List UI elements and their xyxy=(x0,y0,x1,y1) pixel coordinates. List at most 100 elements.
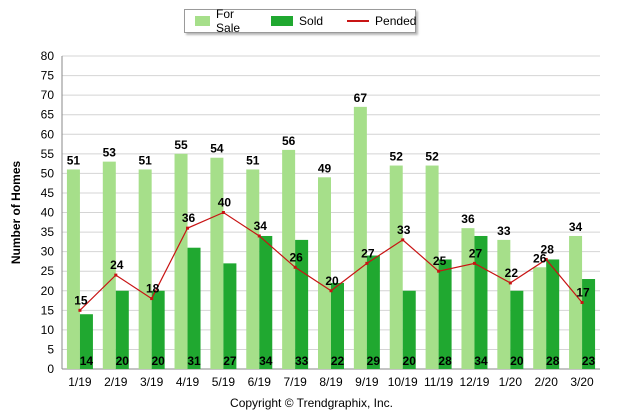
bar-for-sale-1/19 xyxy=(66,169,80,369)
data-label-pended: 15 xyxy=(74,293,88,307)
x-tick-label: 10/19 xyxy=(388,375,418,389)
pended-point-2/19 xyxy=(114,273,118,277)
x-tick-label: 3/20 xyxy=(570,375,594,389)
bar-for-sale-2/20 xyxy=(533,267,547,369)
data-label-pended: 18 xyxy=(146,282,160,296)
bar-sold-1/19 xyxy=(79,314,93,369)
bar-for-sale-8/19 xyxy=(318,177,331,369)
legend-swatch-for-sale xyxy=(195,16,211,26)
legend-label-sold: Sold xyxy=(299,14,324,28)
bar-sold-2/20 xyxy=(546,259,560,369)
data-label-pended: 27 xyxy=(361,246,375,260)
y-tick-label: 50 xyxy=(41,166,55,180)
data-label-for-sale: 51 xyxy=(138,153,152,167)
y-tick-label: 40 xyxy=(41,206,55,220)
bar-sold-2/19 xyxy=(115,290,129,369)
bar-sold-6/19 xyxy=(259,235,273,369)
data-label-pended: 33 xyxy=(397,223,411,237)
bar-for-sale-2/19 xyxy=(102,161,116,369)
y-tick-label: 5 xyxy=(47,342,54,356)
legend-label-for-sale: For Sale xyxy=(216,7,241,35)
bar-sold-3/20 xyxy=(582,279,596,369)
bar-for-sale-7/19 xyxy=(282,149,296,369)
data-label-for-sale: 54 xyxy=(210,142,224,156)
data-label-for-sale: 33 xyxy=(497,224,511,238)
y-tick-label: 15 xyxy=(41,303,55,317)
data-label-for-sale: 55 xyxy=(174,138,188,152)
legend-swatch-sold xyxy=(271,16,294,26)
data-label-sold: 14 xyxy=(80,354,94,368)
bar-for-sale-1/20 xyxy=(497,239,511,369)
y-tick-label: 30 xyxy=(41,245,55,259)
pended-point-1/19 xyxy=(78,308,82,312)
data-label-pended: 22 xyxy=(505,266,519,280)
data-label-sold: 34 xyxy=(259,354,273,368)
data-label-for-sale: 34 xyxy=(569,220,583,234)
bar-sold-10/19 xyxy=(402,290,416,369)
x-tick-label: 3/19 xyxy=(140,375,164,389)
bar-sold-9/19 xyxy=(366,255,380,369)
y-tick-label: 60 xyxy=(41,127,55,141)
x-tick-label: 6/19 xyxy=(248,375,272,389)
data-label-for-sale: 36 xyxy=(461,212,475,226)
data-label-sold: 27 xyxy=(223,354,237,368)
pended-point-10/19 xyxy=(401,238,405,242)
data-label-pended: 28 xyxy=(541,242,555,256)
bar-sold-1/20 xyxy=(510,290,524,369)
pended-point-11/19 xyxy=(437,269,441,273)
data-label-for-sale: 52 xyxy=(390,150,404,164)
pended-point-6/19 xyxy=(257,234,261,238)
pended-point-12/19 xyxy=(472,261,476,265)
bar-for-sale-10/19 xyxy=(389,165,403,369)
bar-sold-3/19 xyxy=(151,290,165,369)
bar-for-sale-9/19 xyxy=(353,106,367,370)
bar-sold-7/19 xyxy=(295,239,309,369)
y-tick-label: 75 xyxy=(41,69,55,83)
data-label-sold: 31 xyxy=(187,354,201,368)
pended-point-5/19 xyxy=(221,211,225,214)
legend-item-pended: Pended xyxy=(347,14,416,28)
pended-point-2/20 xyxy=(544,257,548,261)
data-label-sold: 23 xyxy=(582,354,596,368)
x-tick-label: 1/20 xyxy=(499,375,523,389)
y-tick-label: 80 xyxy=(41,49,55,63)
data-label-pended: 26 xyxy=(289,250,303,264)
copyright-text: Copyright © Trendgraphix, Inc. xyxy=(230,396,393,410)
data-label-sold: 33 xyxy=(295,354,309,368)
bar-for-sale-6/19 xyxy=(246,169,260,369)
data-label-sold: 20 xyxy=(403,354,417,368)
y-tick-label: 25 xyxy=(41,264,55,278)
x-tick-label: 9/19 xyxy=(355,375,379,389)
pended-point-3/20 xyxy=(580,300,584,304)
data-label-for-sale: 52 xyxy=(425,150,439,164)
x-tick-label: 4/19 xyxy=(176,375,200,389)
y-tick-label: 10 xyxy=(41,323,55,337)
data-label-sold: 20 xyxy=(116,354,130,368)
y-tick-label: 45 xyxy=(41,186,55,200)
data-label-sold: 34 xyxy=(474,354,488,368)
bar-sold-4/19 xyxy=(187,247,201,369)
bar-sold-8/19 xyxy=(331,282,344,369)
y-tick-label: 20 xyxy=(41,284,55,298)
data-label-for-sale: 49 xyxy=(318,161,332,175)
x-tick-label: 12/19 xyxy=(459,375,489,389)
data-label-for-sale: 26 xyxy=(533,251,547,265)
legend-item-for-sale: For Sale xyxy=(195,7,247,35)
bar-for-sale-11/19 xyxy=(425,165,439,369)
data-label-pended: 20 xyxy=(325,274,339,288)
data-label-for-sale: 53 xyxy=(103,146,117,160)
legend-item-sold: Sold xyxy=(271,14,323,28)
pended-point-3/19 xyxy=(150,297,154,301)
data-label-pended: 40 xyxy=(218,196,232,210)
x-tick-label: 2/19 xyxy=(104,375,128,389)
legend-label-pended: Pended xyxy=(375,14,417,28)
y-tick-label: 70 xyxy=(41,88,55,102)
bar-for-sale-12/19 xyxy=(461,228,475,369)
y-axis-title: Number of Homes xyxy=(9,161,23,265)
x-tick-label: 7/19 xyxy=(283,375,307,389)
bar-for-sale-3/19 xyxy=(138,169,152,369)
x-tick-label: 2/20 xyxy=(535,375,559,389)
y-tick-label: 55 xyxy=(41,147,55,161)
bar-sold-11/19 xyxy=(438,259,452,369)
